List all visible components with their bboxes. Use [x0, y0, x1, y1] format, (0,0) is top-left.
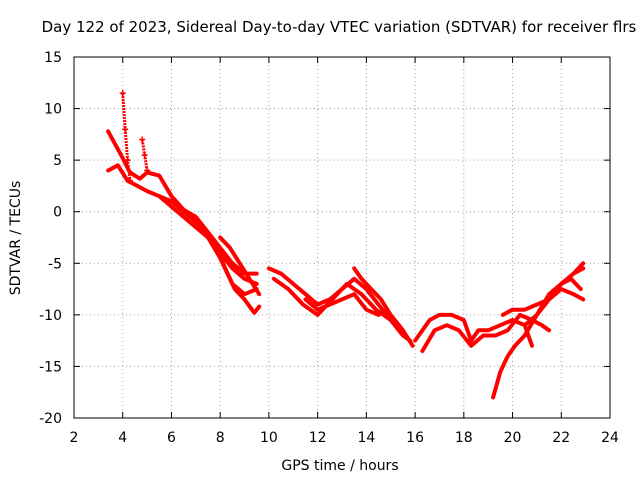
data-series-track-2 [106, 163, 259, 286]
chart-title: Day 122 of 2023, Sidereal Day-to-day VTE… [42, 18, 637, 36]
x-tick-label: 8 [216, 430, 225, 446]
data-series-track-10 [413, 312, 534, 348]
x-tick-label: 12 [309, 430, 327, 446]
x-tick-label: 4 [118, 430, 127, 446]
x-tick-label: 24 [601, 430, 619, 446]
y-tick-label: -5 [48, 256, 62, 272]
data-series-track-6 [266, 266, 413, 343]
data-series-track-9 [303, 292, 381, 317]
x-tick-label: 20 [504, 430, 522, 446]
data-point-marker [144, 167, 151, 174]
x-tick-label: 10 [260, 430, 278, 446]
y-tick-label: -10 [39, 308, 62, 324]
data-spike-1 [121, 92, 132, 181]
y-tick-label: 10 [44, 102, 62, 118]
data-series-track-4 [188, 214, 262, 315]
x-tick-label: 6 [167, 430, 176, 446]
data-series-track-3 [157, 194, 259, 297]
series-layer [106, 90, 586, 400]
y-tick-label: 15 [44, 50, 62, 66]
plot-frame [73, 56, 611, 419]
grid [74, 57, 610, 418]
y-tick-label: -15 [39, 359, 62, 375]
y-tick-label: 0 [53, 205, 62, 221]
y-tick-label: -20 [39, 411, 62, 427]
data-point-marker [141, 151, 148, 158]
x-axis-label: GPS time / hours [281, 458, 398, 474]
data-series-track-15 [539, 276, 583, 307]
data-series-track-5 [218, 235, 262, 297]
data-point-marker [124, 157, 131, 164]
x-tick-label: 22 [552, 430, 570, 446]
data-point-marker [139, 136, 146, 143]
data-point-marker [122, 126, 129, 133]
data-point-marker [119, 90, 126, 97]
x-tick-label: 18 [455, 430, 473, 446]
data-series-track-7 [271, 276, 408, 338]
x-tick-label: 14 [357, 430, 375, 446]
x-tick-label: 2 [70, 430, 79, 446]
y-tick-label: 5 [53, 153, 62, 169]
data-point-marker [127, 177, 134, 184]
data-series-track-8 [352, 266, 415, 348]
y-axis-label: SDTVAR / TECUs [8, 181, 24, 296]
data-series-track-1 [106, 129, 259, 276]
x-tick-label: 16 [406, 430, 424, 446]
